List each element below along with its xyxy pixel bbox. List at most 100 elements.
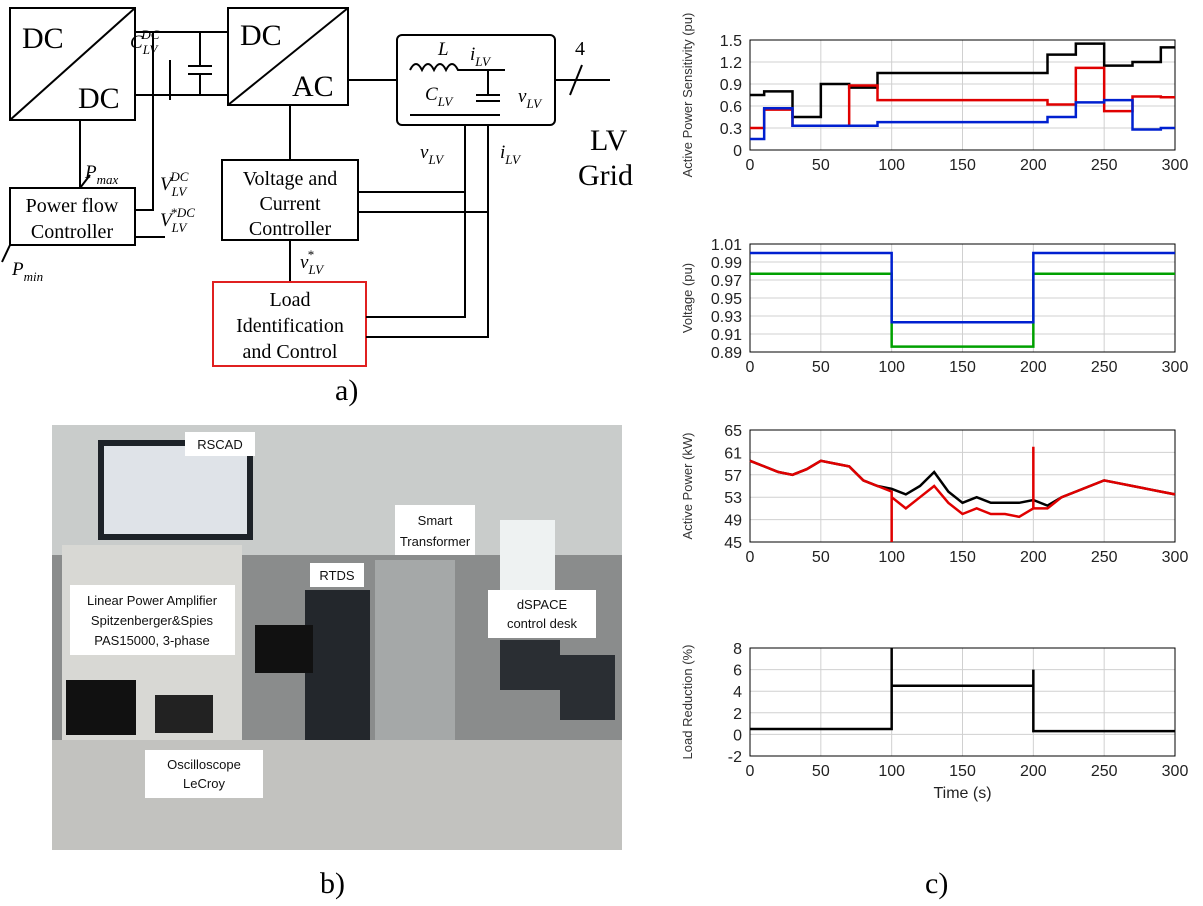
y-tick-label: 0.9	[720, 77, 742, 94]
photo-label: dSPACE	[517, 597, 568, 612]
v-lv: vLV	[518, 86, 543, 111]
y-tick-label: 61	[724, 445, 742, 462]
screen-inner	[104, 446, 247, 534]
photo-label: Oscilloscope	[167, 757, 241, 772]
y-tick-label: 53	[724, 490, 742, 507]
panel-label: c)	[925, 867, 948, 900]
y-tick-label: -2	[728, 749, 742, 766]
y-tick-label: 0.91	[711, 327, 742, 344]
sym-sub: LV	[474, 54, 492, 69]
vcc-text: Voltage and	[243, 168, 338, 190]
sym-sub: LV	[427, 152, 445, 167]
x-tick-label: 300	[1162, 157, 1189, 174]
y-tick-label: 0	[733, 143, 742, 160]
y-tick-label: 4	[733, 684, 742, 701]
x-tick-label: 50	[812, 157, 830, 174]
lic-text: and Control	[243, 341, 338, 363]
y-tick-label: 2	[733, 706, 742, 723]
x-tick-label: 50	[812, 359, 830, 376]
y-axis-label: Active Power Sensitivity (pu)	[680, 13, 695, 178]
photo-label: Smart	[418, 513, 453, 528]
photo-label: RSCAD	[197, 437, 243, 452]
sym-sup: DC	[169, 169, 188, 184]
sym-sub: LV	[171, 220, 189, 235]
y-tick-label: 1.2	[720, 55, 742, 72]
x-tick-label: 200	[1020, 359, 1047, 376]
y-tick-label: 0.95	[711, 291, 742, 308]
x-tick-label: 250	[1091, 549, 1118, 566]
charts: 00.30.60.91.21.5050100150200250300Active…	[680, 13, 1188, 802]
wire	[2, 245, 10, 262]
y-tick-label: 65	[724, 423, 742, 440]
x-tick-label: 50	[812, 549, 830, 566]
i-out: iLV	[500, 142, 522, 167]
monitor	[560, 655, 615, 720]
grid-text: Grid	[578, 159, 633, 192]
dc-label: DC	[22, 22, 64, 55]
y-tick-label: 0.89	[711, 345, 742, 362]
y-tick-label: 49	[724, 513, 742, 530]
v-out: vLV	[420, 142, 445, 167]
inductor	[410, 64, 505, 70]
y-axis-label: Active Power (kW)	[680, 433, 695, 540]
y-tick-label: 57	[724, 468, 742, 485]
x-tick-label: 100	[878, 157, 905, 174]
x-tick-label: 0	[746, 359, 755, 376]
pfc-text: Controller	[31, 221, 114, 243]
sym: C	[425, 84, 438, 105]
p-min: Pmin	[11, 259, 43, 284]
sym-sub: min	[24, 269, 44, 284]
lic-text: Identification	[236, 315, 344, 337]
x-tick-label: 0	[746, 549, 755, 566]
photo-label: control desk	[507, 616, 578, 631]
panel-label: b)	[320, 867, 345, 900]
photo-label: Spitzenberger&Spies	[91, 613, 214, 628]
y-tick-label: 45	[724, 535, 742, 552]
transformer	[375, 560, 455, 740]
lab-photo: RSCAD Smart Transformer RTDS Linear Powe…	[52, 425, 622, 900]
x-tick-label: 0	[746, 157, 755, 174]
sym-sub: LV	[437, 94, 455, 109]
sym-sub: LV	[504, 152, 522, 167]
v-ref: vLV*	[300, 247, 325, 277]
inductor-label: L	[437, 39, 449, 60]
x-tick-label: 300	[1162, 359, 1189, 376]
photo-label: RTDS	[319, 568, 354, 583]
y-tick-label: 0.3	[720, 121, 742, 138]
x-tick-label: 250	[1091, 157, 1118, 174]
i-lv: iLV	[470, 44, 492, 69]
y-tick-label: 0.99	[711, 255, 742, 272]
x-tick-label: 200	[1020, 157, 1047, 174]
pfc-text: Power flow	[26, 195, 119, 217]
x-tick-label: 250	[1091, 763, 1118, 780]
x-tick-label: 150	[949, 359, 976, 376]
x-tick-label: 100	[878, 763, 905, 780]
window	[500, 520, 555, 600]
photo-label: Transformer	[400, 534, 471, 549]
rtds-rack	[305, 590, 370, 740]
y-tick-label: 0.6	[720, 99, 742, 116]
sym: P	[11, 259, 24, 280]
c-dc: CLVDC	[130, 27, 160, 57]
x-tick-label: 300	[1162, 549, 1189, 566]
wire	[366, 125, 465, 317]
x-axis-label: Time (s)	[933, 785, 991, 802]
sym-sub: LV	[171, 184, 189, 199]
sym-sub: LV	[307, 262, 325, 277]
photo-label: LeCroy	[183, 776, 225, 791]
x-tick-label: 200	[1020, 763, 1047, 780]
oscilloscope	[155, 695, 213, 733]
x-tick-label: 150	[949, 763, 976, 780]
monitor	[500, 640, 560, 690]
x-tick-label: 200	[1020, 549, 1047, 566]
grid-text: LV	[590, 124, 628, 157]
sym-sup: DC	[140, 27, 159, 42]
y-tick-label: 1.01	[711, 237, 742, 254]
y-tick-label: 0.97	[711, 273, 742, 290]
vcc-text: Controller	[249, 218, 332, 240]
c-lv: CLV	[425, 84, 454, 109]
x-tick-label: 300	[1162, 763, 1189, 780]
v-dc: VLVDC	[160, 169, 189, 199]
x-tick-label: 100	[878, 359, 905, 376]
y-tick-label: 8	[733, 641, 742, 658]
